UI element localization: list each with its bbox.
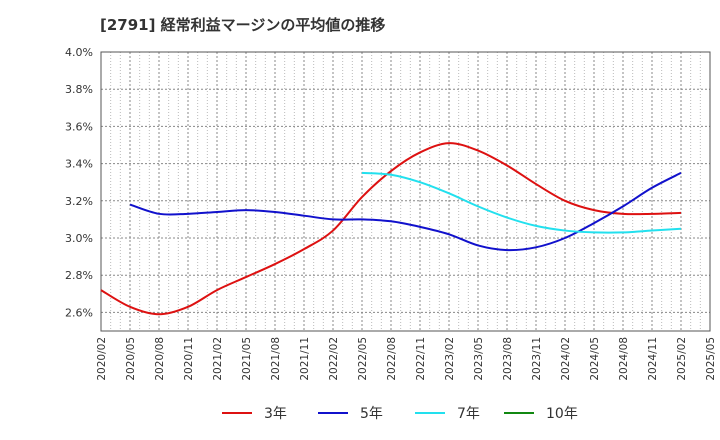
- x-tick-label: 2021/05: [241, 337, 253, 381]
- x-tick-label: 2024/05: [589, 337, 601, 381]
- x-tick-label: 2021/08: [270, 337, 282, 381]
- x-tick-label: 2025/05: [705, 337, 717, 381]
- legend-label: 3年: [264, 406, 287, 422]
- x-tick-label: 2020/05: [125, 337, 137, 381]
- x-tick-label: 2024/02: [560, 337, 572, 381]
- y-tick-label: 3.0%: [65, 232, 93, 245]
- plot-border: [100, 51, 711, 332]
- x-tick-label: 2020/11: [183, 337, 195, 381]
- y-tick-label: 4.0%: [65, 46, 93, 59]
- x-tick-label: 2022/02: [328, 337, 340, 381]
- x-tick-label: 2021/11: [299, 337, 311, 381]
- y-tick-label: 2.6%: [65, 306, 93, 319]
- x-tick-label: 2023/08: [502, 337, 514, 381]
- y-tick-label: 3.4%: [65, 158, 93, 171]
- y-tick-label: 3.8%: [65, 83, 93, 96]
- legend-label: 7年: [457, 406, 480, 422]
- x-tick-label: 2023/05: [473, 337, 485, 381]
- y-tick-label: 3.2%: [65, 195, 93, 208]
- x-tick-label: 2025/02: [676, 337, 688, 381]
- series-line-3年: [100, 142, 682, 316]
- x-tick-label: 2023/02: [444, 337, 456, 381]
- x-tick-label: 2024/11: [647, 337, 659, 381]
- x-tick-label: 2020/02: [96, 337, 108, 381]
- series-line-5年: [129, 172, 682, 252]
- x-tick-label: 2023/11: [531, 337, 543, 381]
- x-tick-label: 2022/11: [415, 337, 427, 381]
- x-tick-label: 2020/08: [154, 337, 166, 381]
- x-tick-label: 2024/08: [618, 337, 630, 381]
- y-tick-label: 3.6%: [65, 120, 93, 133]
- x-tick-label: 2021/02: [212, 337, 224, 381]
- legend-label: 10年: [546, 406, 578, 422]
- x-tick-label: 2022/08: [386, 337, 398, 381]
- series-line-7年: [361, 171, 682, 234]
- legend-label: 5年: [360, 406, 383, 422]
- x-tick-label: 2022/05: [357, 337, 369, 381]
- chart-title: [2791] 経常利益マージンの平均値の推移: [100, 16, 386, 34]
- y-tick-label: 2.8%: [65, 269, 93, 282]
- plot-area: [101, 52, 710, 331]
